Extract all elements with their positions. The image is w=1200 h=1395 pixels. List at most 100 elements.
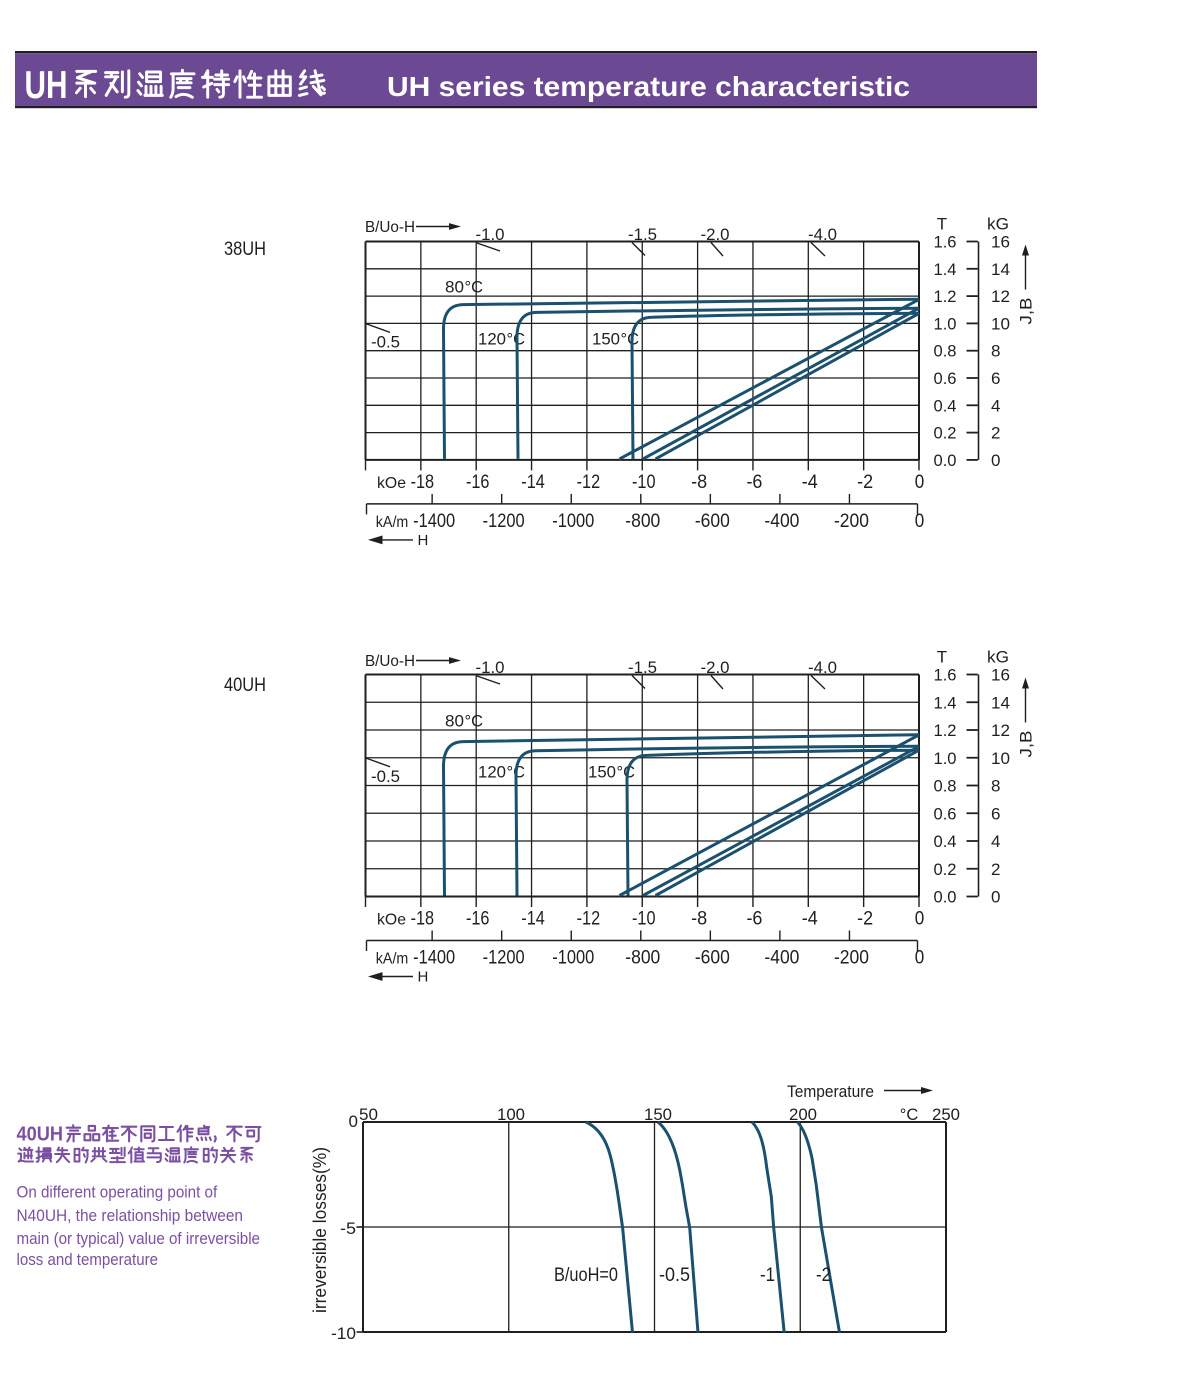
svg-text:°C: °C: [900, 1106, 919, 1124]
svg-text:0.8: 0.8: [934, 342, 957, 361]
svg-text:-800: -800: [625, 948, 660, 969]
svg-text:150: 150: [588, 763, 616, 782]
svg-text:°C: °C: [465, 713, 484, 731]
svg-text:-0.5: -0.5: [659, 1265, 690, 1286]
svg-text:N40UH, the relationship betwe: N40UH, the relationship between: [17, 1206, 244, 1225]
svg-text:6: 6: [991, 804, 1000, 823]
svg-text:J,B: J,B: [1017, 731, 1036, 758]
svg-text:16: 16: [991, 666, 1010, 685]
svg-text:-2: -2: [857, 472, 873, 493]
svg-text:-2.0: -2.0: [701, 658, 730, 677]
svg-text:-16: -16: [466, 472, 490, 493]
svg-text:°C: °C: [621, 331, 640, 349]
svg-text:0.2: 0.2: [934, 424, 957, 443]
svg-text:-1.0: -1.0: [476, 225, 505, 244]
svg-text:250: 250: [932, 1105, 960, 1124]
svg-text:-4: -4: [802, 472, 818, 493]
svg-text:-12: -12: [577, 909, 601, 930]
svg-text:0: 0: [991, 451, 1000, 470]
svg-text:main (or typical) value of irr: main (or typical) value of irreversible: [17, 1229, 261, 1248]
svg-text:8: 8: [991, 342, 1000, 361]
svg-text:38UH: 38UH: [224, 239, 266, 260]
svg-text:2: 2: [991, 424, 1000, 443]
svg-text:loss and temperature: loss and temperature: [17, 1250, 159, 1269]
svg-text:200: 200: [789, 1105, 817, 1124]
svg-text:-800: -800: [625, 511, 660, 532]
svg-text:0: 0: [915, 511, 925, 532]
svg-text:14: 14: [991, 260, 1010, 279]
svg-text:-200: -200: [834, 511, 869, 532]
svg-text:10: 10: [991, 314, 1010, 333]
svg-text:-2: -2: [816, 1265, 831, 1286]
svg-text:-8: -8: [691, 909, 707, 930]
svg-text:kG: kG: [987, 648, 1009, 667]
svg-text:4: 4: [991, 832, 1000, 851]
svg-text:T: T: [937, 215, 947, 234]
svg-text:-200: -200: [834, 948, 869, 969]
svg-text:0.4: 0.4: [934, 396, 957, 415]
svg-text:1.4: 1.4: [934, 260, 957, 279]
svg-text:B/uoH=0: B/uoH=0: [554, 1265, 618, 1286]
svg-text:-2.0: -2.0: [701, 225, 730, 244]
svg-text:1.0: 1.0: [934, 314, 957, 333]
svg-text:10: 10: [991, 749, 1010, 768]
svg-text:0: 0: [915, 909, 925, 930]
svg-text:H: H: [418, 532, 429, 549]
svg-text:-400: -400: [764, 948, 799, 969]
svg-text:-1000: -1000: [552, 511, 594, 532]
svg-text:120: 120: [478, 330, 506, 349]
svg-text:kOe: kOe: [377, 475, 406, 492]
svg-text:°C: °C: [465, 279, 484, 297]
svg-text:-16: -16: [466, 909, 490, 930]
svg-text:12: 12: [991, 287, 1010, 306]
svg-text:-4: -4: [802, 909, 818, 930]
svg-text:0.0: 0.0: [934, 888, 957, 907]
svg-text:80: 80: [445, 712, 464, 731]
svg-text:1.0: 1.0: [934, 749, 957, 768]
svg-text:°C: °C: [617, 764, 636, 782]
svg-text:-14: -14: [521, 472, 545, 493]
svg-text:T: T: [937, 648, 947, 667]
svg-text:6: 6: [991, 369, 1000, 388]
svg-text:-18: -18: [411, 472, 435, 493]
svg-text:kA/m: kA/m: [376, 951, 409, 968]
svg-text:0: 0: [915, 948, 925, 969]
svg-text:-1200: -1200: [483, 948, 525, 969]
svg-text:-0.5: -0.5: [371, 332, 400, 351]
svg-text:-10: -10: [632, 472, 656, 493]
svg-text:2: 2: [991, 860, 1000, 879]
svg-text:-10: -10: [632, 909, 656, 930]
svg-text:50: 50: [359, 1105, 378, 1124]
svg-text:0.6: 0.6: [934, 804, 957, 823]
svg-text:-600: -600: [695, 948, 730, 969]
svg-text:-6: -6: [746, 472, 762, 493]
svg-text:UH: UH: [25, 64, 68, 107]
svg-text:1.6: 1.6: [934, 666, 957, 685]
svg-text:1.6: 1.6: [934, 233, 957, 252]
svg-text:-1.0: -1.0: [476, 658, 505, 677]
svg-text:On different operating point o: On different operating point of: [17, 1183, 218, 1202]
svg-text:-10: -10: [331, 1324, 356, 1343]
svg-text:B/Uo-H: B/Uo-H: [365, 219, 415, 236]
svg-text:16: 16: [991, 233, 1010, 252]
svg-text:1.2: 1.2: [934, 287, 957, 306]
svg-text:-18: -18: [411, 909, 435, 930]
svg-text:H: H: [418, 969, 429, 986]
svg-text:-4.0: -4.0: [808, 658, 837, 677]
svg-text:8: 8: [991, 777, 1000, 796]
svg-text:-1: -1: [760, 1265, 775, 1286]
svg-text:0.2: 0.2: [934, 860, 957, 879]
svg-text:UH series temperature characte: UH series temperature characteristic: [387, 71, 910, 102]
svg-text:0: 0: [349, 1112, 358, 1131]
svg-text:-8: -8: [691, 472, 707, 493]
svg-text:0.4: 0.4: [934, 832, 957, 851]
svg-text:-1400: -1400: [413, 511, 455, 532]
svg-text:-6: -6: [746, 909, 762, 930]
svg-text:12: 12: [991, 721, 1010, 740]
svg-text:-12: -12: [577, 472, 601, 493]
svg-text:1.2: 1.2: [934, 721, 957, 740]
svg-text:120: 120: [478, 763, 506, 782]
svg-text:0: 0: [991, 888, 1000, 907]
svg-text:kA/m: kA/m: [376, 514, 409, 531]
svg-text:40UH: 40UH: [17, 1124, 64, 1146]
